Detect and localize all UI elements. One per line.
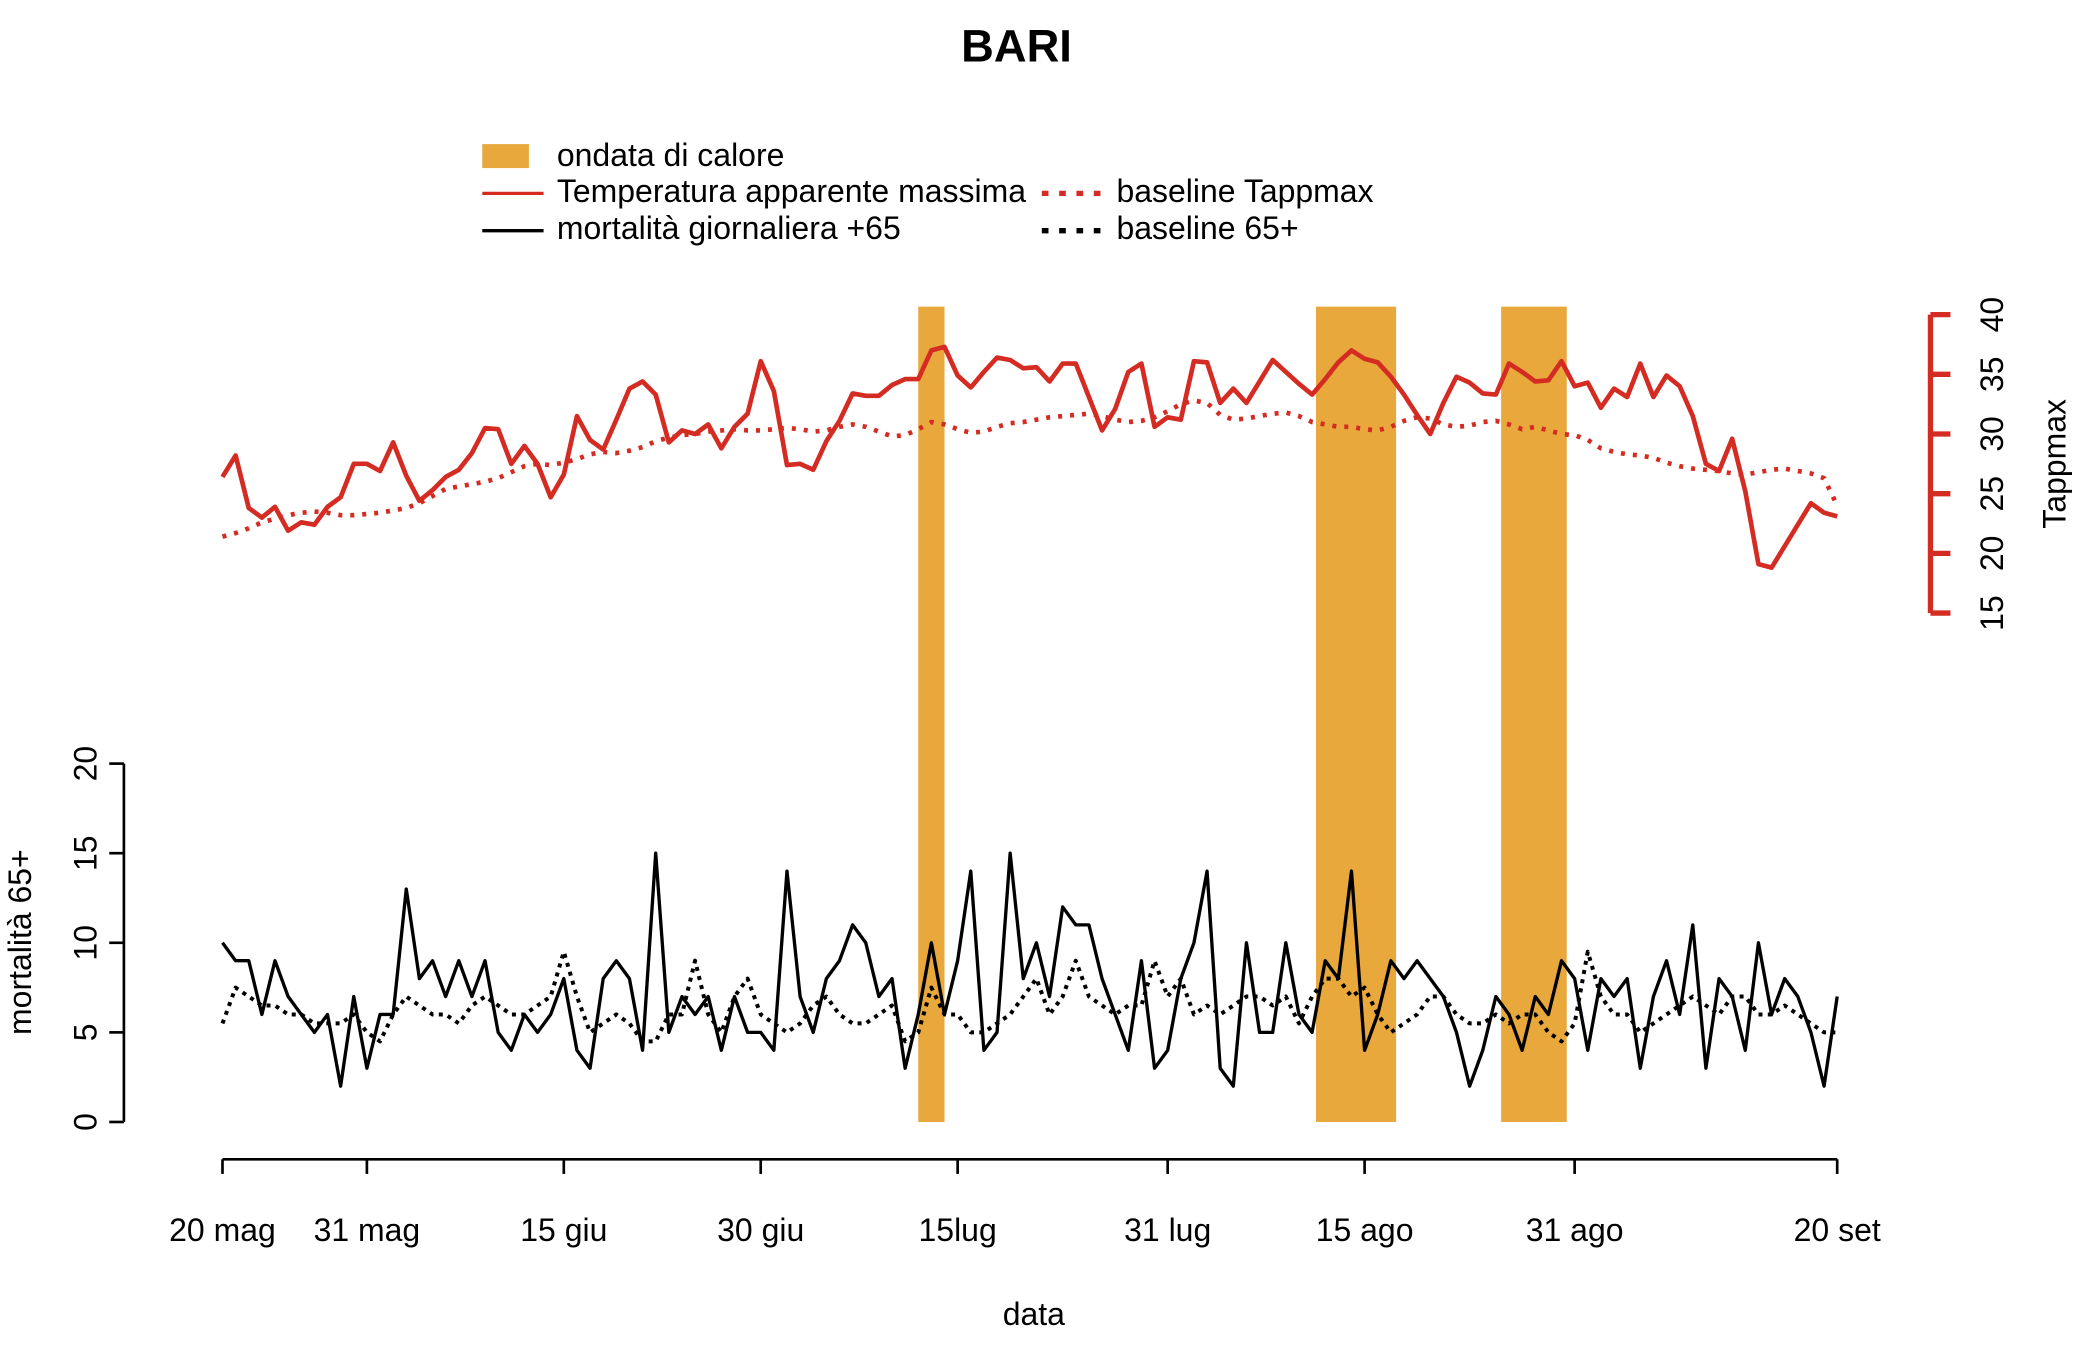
x-tick-label: 15lug bbox=[919, 1212, 997, 1248]
y2-tick-label: 35 bbox=[1974, 357, 2010, 393]
y-tick-label: 15 bbox=[67, 835, 103, 871]
y2-tick-label: 15 bbox=[1974, 595, 2010, 631]
legend-swatch bbox=[482, 144, 529, 169]
y-tick-label: 10 bbox=[67, 925, 103, 961]
x-tick-label: 15 giu bbox=[520, 1212, 607, 1248]
x-tick-label: 31 mag bbox=[314, 1212, 421, 1248]
legend-label: baseline 65+ bbox=[1116, 210, 1298, 246]
x-tick-label: 31 lug bbox=[1124, 1212, 1211, 1248]
x-tick-label: 20 mag bbox=[169, 1212, 276, 1248]
y2-tick-label: 20 bbox=[1974, 536, 2010, 572]
series-line bbox=[220, 344, 1838, 571]
x-tick-label: 15 ago bbox=[1316, 1212, 1414, 1248]
series-line bbox=[221, 851, 1839, 1088]
x-axis-label: data bbox=[1003, 1296, 1065, 1332]
y-axis-label: mortalità 65+ bbox=[2, 849, 38, 1035]
y2-tick-label: 25 bbox=[1974, 476, 2010, 512]
x-tick-label: 31 ago bbox=[1526, 1212, 1624, 1248]
chart-title: BARI bbox=[961, 20, 1072, 71]
x-tick-label: 20 set bbox=[1794, 1212, 1881, 1248]
y-tick-label: 5 bbox=[67, 1023, 103, 1041]
series-line bbox=[221, 398, 1840, 539]
series-line bbox=[220, 949, 1838, 1044]
y-tick-label: 0 bbox=[67, 1113, 103, 1131]
y-tick-label: 20 bbox=[67, 746, 103, 782]
legend-label: ondata di calore bbox=[557, 137, 785, 173]
x-tick-label: 30 giu bbox=[717, 1212, 804, 1248]
heatwave-band bbox=[1316, 306, 1397, 1122]
legend-label: mortalità giornaliera +65 bbox=[557, 210, 901, 246]
y2-tick-label: 30 bbox=[1974, 416, 2010, 452]
y2-tick-label: 40 bbox=[1974, 297, 2010, 333]
legend-label: Temperatura apparente massima bbox=[557, 173, 1026, 209]
y2-axis-label: Tappmax bbox=[2036, 399, 2072, 529]
legend-label: baseline Tappmax bbox=[1116, 173, 1373, 209]
